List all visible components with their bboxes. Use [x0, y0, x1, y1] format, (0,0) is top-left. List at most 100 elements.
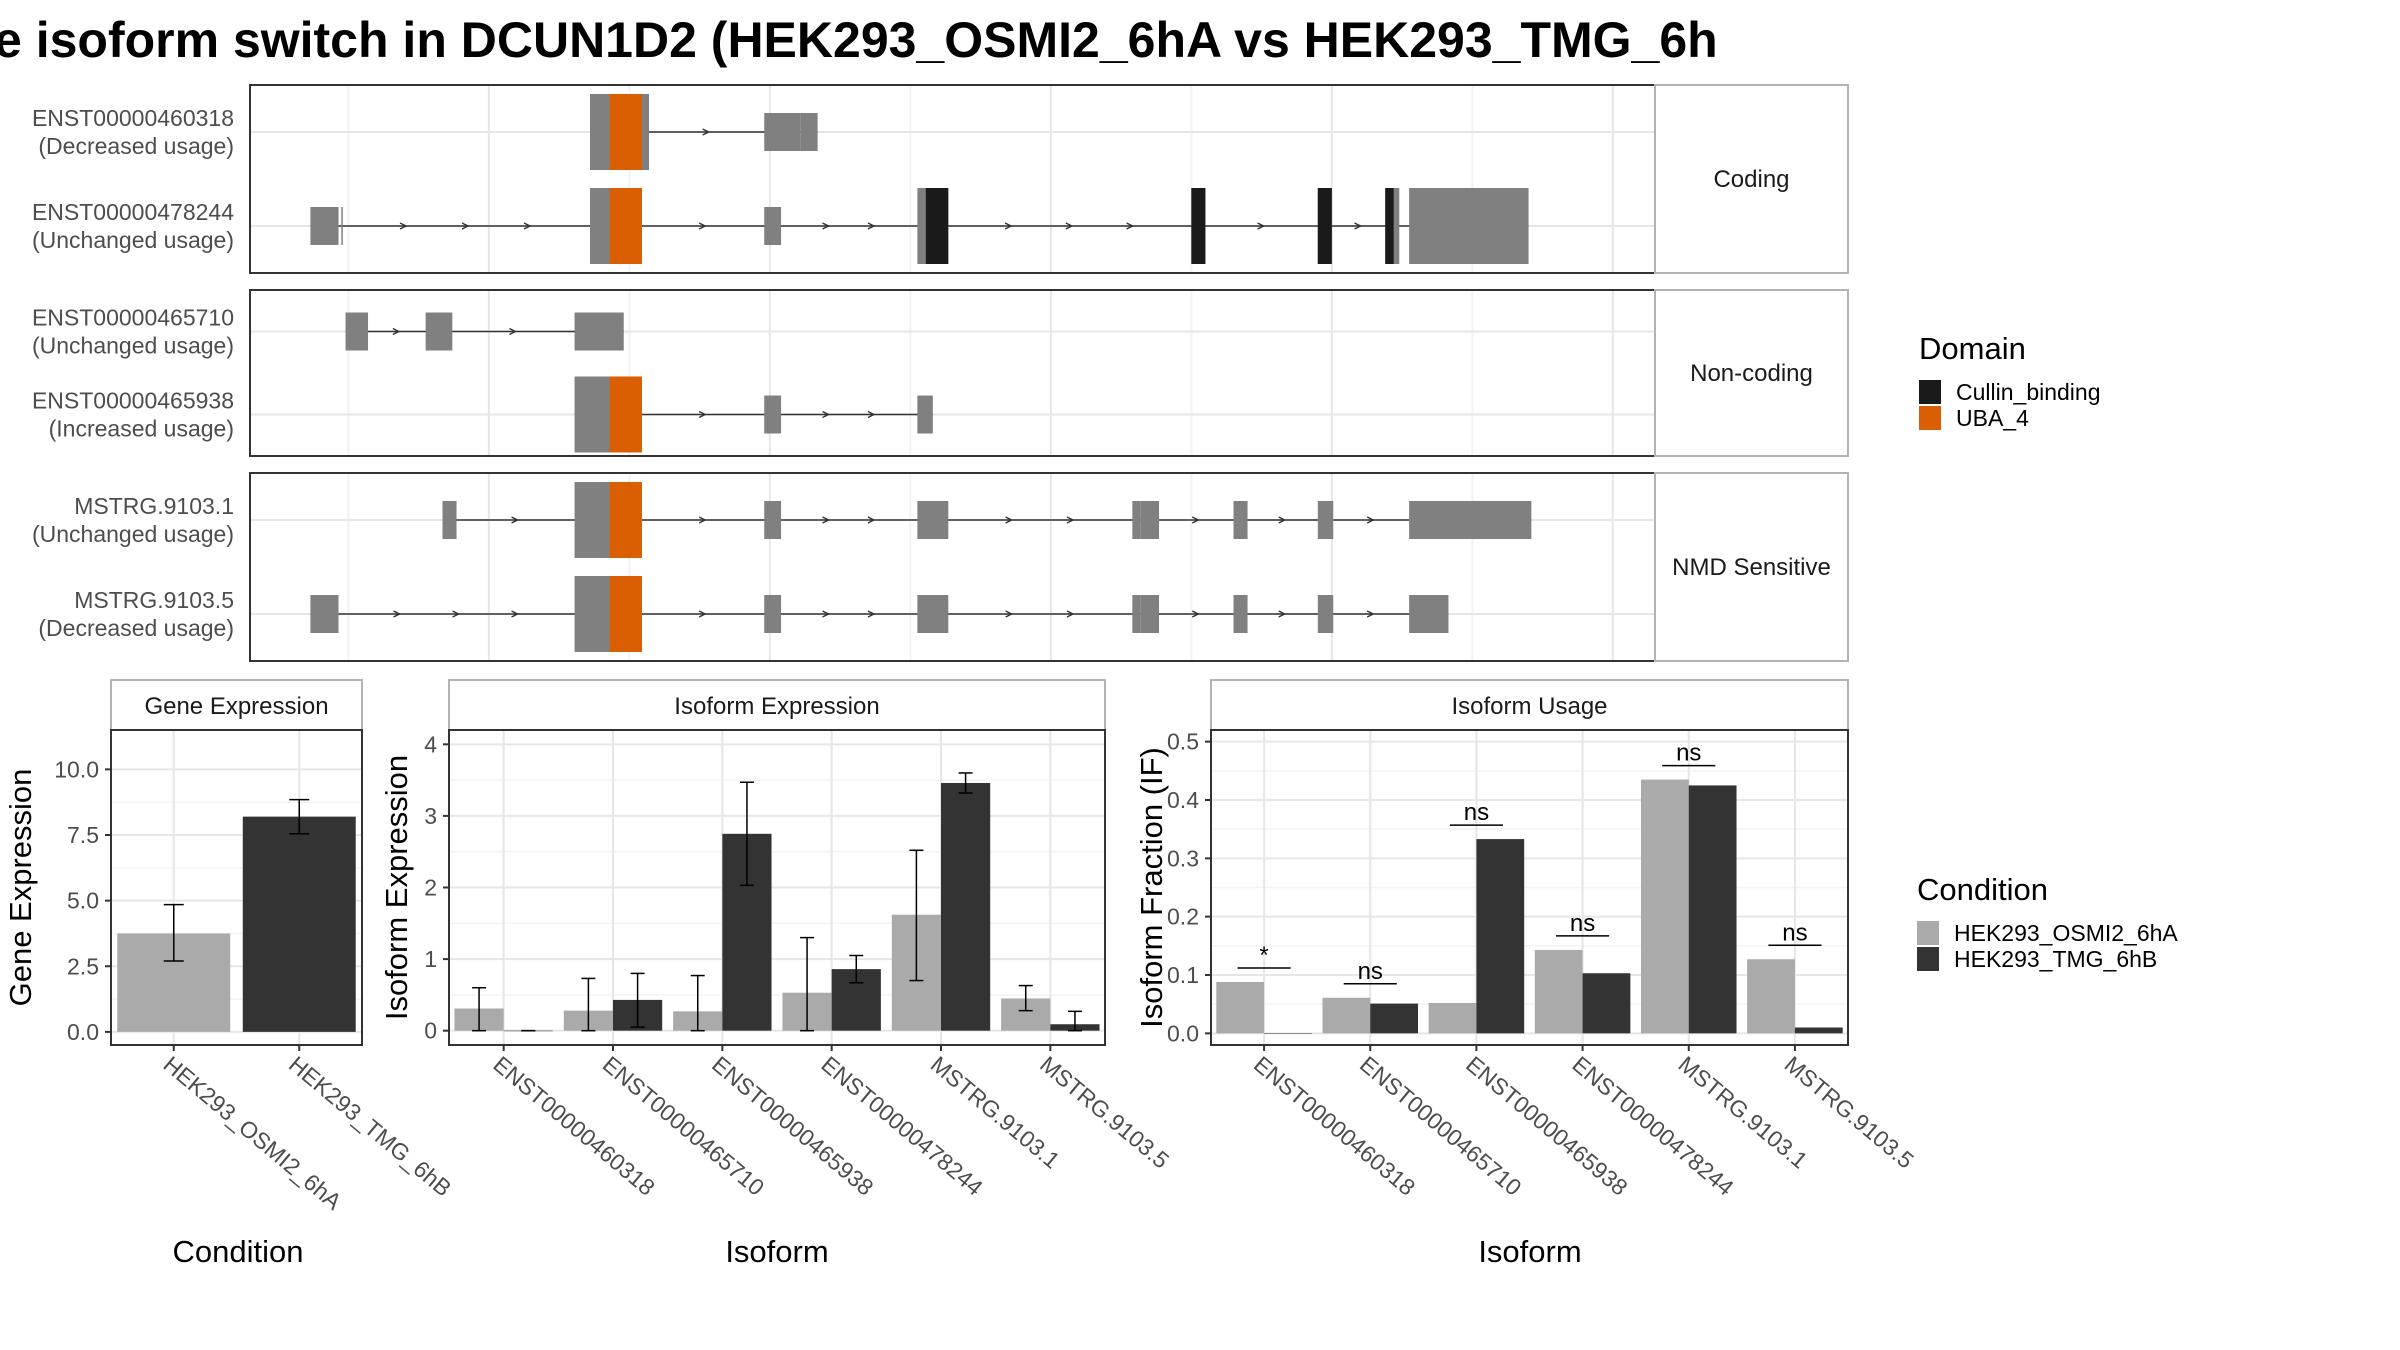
exon-block	[1409, 188, 1529, 264]
significance-label: ns	[1782, 919, 1807, 946]
intron-arrow	[399, 222, 408, 230]
transcript-id-label: ENST00000478244	[32, 199, 234, 225]
bar	[1794, 1027, 1843, 1034]
gene-panel-border	[249, 289, 1656, 457]
significance-label: *	[1259, 942, 1268, 969]
intron-arrow	[1005, 516, 1014, 524]
bar	[1370, 1003, 1419, 1034]
domain-legend-swatch	[1919, 380, 1941, 404]
condition-legend-label: HEK293_TMG_6hB	[1954, 946, 2157, 972]
domain-block	[609, 376, 642, 453]
intron-arrow	[698, 610, 707, 618]
intron-arrow	[461, 222, 470, 230]
intron-arrow	[1126, 222, 1135, 230]
domain-block	[1317, 188, 1332, 264]
exon-block	[1132, 501, 1141, 539]
x-axis-title: Isoform	[1478, 1234, 1581, 1269]
facet-strip	[1654, 84, 1849, 274]
exon-block	[425, 312, 453, 351]
condition-legend-label: HEK293_OSMI2_6hA	[1954, 920, 2178, 946]
y-tick-label: 0.5	[1167, 729, 1199, 755]
intron-arrow	[822, 610, 831, 618]
intron-arrow	[698, 222, 707, 230]
intron-arrow	[392, 327, 401, 336]
exon-block	[764, 595, 782, 633]
bar	[941, 782, 991, 1031]
domain-block	[1191, 188, 1206, 264]
y-tick-label: 3	[424, 803, 437, 829]
y-tick-label: 0	[424, 1018, 437, 1044]
exon-block	[1317, 595, 1334, 633]
intron-arrow	[1354, 222, 1363, 230]
exon-block	[1140, 501, 1160, 539]
y-axis-title: Isoform Fraction (IF)	[1134, 747, 1169, 1028]
exon-block	[764, 395, 782, 434]
domain-block	[609, 482, 642, 558]
x-axis-title: Isoform	[725, 1234, 828, 1269]
domain-legend-label: Cullin_binding	[1956, 379, 2101, 405]
panel-strip	[1210, 679, 1849, 731]
exon-block	[310, 207, 339, 245]
transcript-usage-label: (Unchanged usage)	[32, 227, 234, 253]
exon-block	[574, 312, 624, 351]
intron-arrow	[1278, 610, 1287, 618]
panel-strip	[110, 679, 363, 731]
bar-panel-border	[1210, 729, 1849, 1046]
bar	[242, 816, 356, 1032]
facet-strip-label: Coding	[1713, 166, 1789, 193]
y-tick-label: 0.0	[1167, 1020, 1199, 1046]
exon-block	[917, 395, 933, 434]
exon-block	[764, 207, 782, 245]
exon-block	[917, 501, 949, 539]
intron-arrow	[867, 516, 876, 524]
x-axis-title: Condition	[173, 1234, 304, 1269]
panel-strip	[448, 679, 1106, 731]
intron-arrow	[1191, 516, 1200, 524]
y-tick-label: 0.0	[67, 1019, 99, 1045]
exon-block	[764, 501, 782, 539]
intron-arrow	[393, 610, 402, 618]
y-tick-label: 1	[424, 946, 437, 972]
panel-strip-label: Isoform Usage	[1451, 693, 1607, 720]
intron-arrow	[1065, 222, 1074, 230]
exon-block	[1409, 595, 1449, 633]
intron-arrow	[702, 128, 711, 136]
panel-strip-label: Isoform Expression	[674, 693, 879, 720]
facet-strip-label: Non-coding	[1690, 360, 1813, 387]
y-tick-label: 2.5	[67, 953, 99, 979]
y-axis-title: Gene Expression	[3, 769, 38, 1007]
intron-arrow	[509, 327, 518, 336]
transcript-usage-label: (Decreased usage)	[38, 615, 234, 641]
bar-panel-border	[448, 729, 1106, 1046]
condition-legend-title: Condition	[1917, 872, 2048, 907]
significance-label: ns	[1358, 958, 1383, 985]
transcript-id-label: MSTRG.9103.5	[74, 587, 234, 613]
bar	[1747, 959, 1795, 1034]
transcript-usage-label: (Unchanged usage)	[32, 333, 234, 359]
y-tick-label: 0.1	[1167, 962, 1199, 988]
condition-legend-swatch	[1917, 921, 1939, 945]
y-tick-label: 7.5	[67, 822, 99, 848]
transcript-id-label: ENST00000465710	[32, 305, 234, 331]
exon-block	[310, 595, 339, 633]
bar	[1216, 982, 1265, 1034]
intron-arrow	[867, 610, 876, 618]
panel-strip-label: Gene Expression	[144, 693, 328, 720]
exon-block	[1233, 595, 1248, 633]
transcript-usage-label: (Increased usage)	[49, 416, 234, 442]
y-tick-label: 10.0	[54, 756, 99, 782]
facet-strip-label: NMD Sensitive	[1672, 554, 1831, 581]
y-axis-title: Isoform Expression	[379, 755, 414, 1020]
intron-arrow	[1278, 516, 1287, 524]
intron-arrow	[1004, 222, 1013, 230]
bar	[1688, 785, 1737, 1034]
figure-title: e isoform switch in DCUN1D2 (HEK293_OSMI…	[0, 12, 1718, 68]
intron-arrow	[1366, 516, 1375, 524]
domain-block	[609, 188, 642, 264]
facet-strip	[1654, 289, 1849, 457]
intron-arrow	[1066, 516, 1075, 524]
intron-arrow	[452, 610, 461, 618]
facet-strip	[1654, 472, 1849, 662]
intron-arrow	[1066, 610, 1075, 618]
transcript-id-label: MSTRG.9103.1	[74, 493, 234, 519]
